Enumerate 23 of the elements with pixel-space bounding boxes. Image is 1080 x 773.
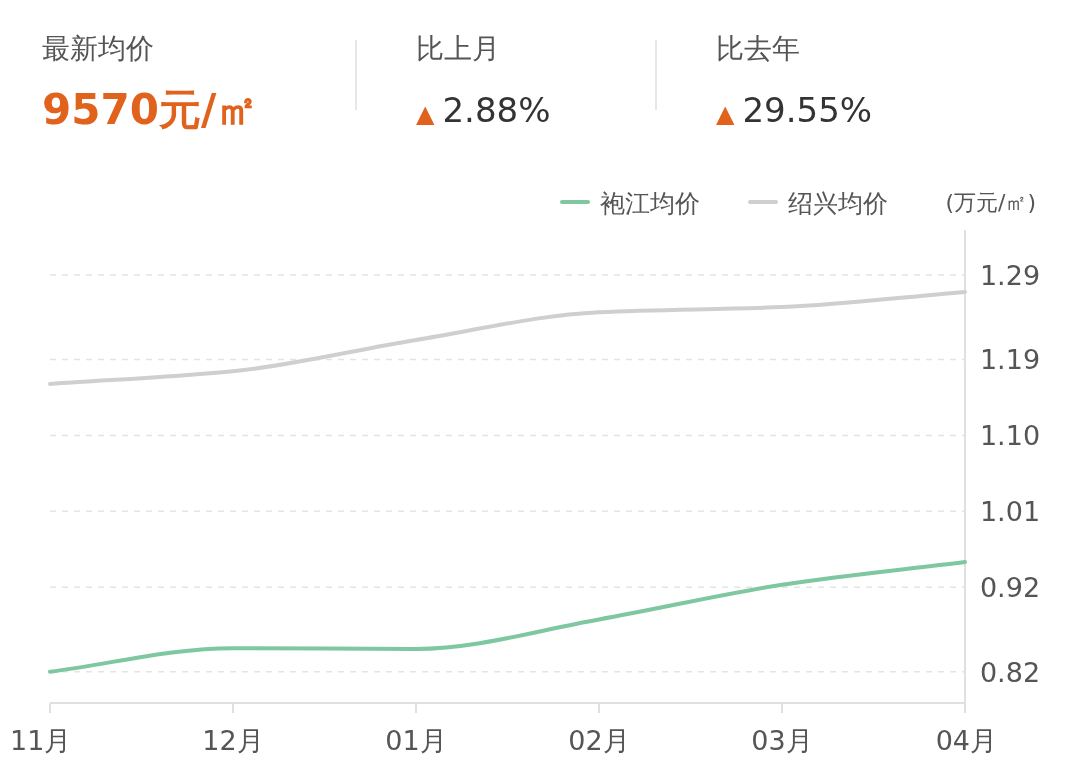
y-tick-label: 0.92 [979, 572, 1041, 604]
x-tick-label: 01月 [385, 725, 447, 756]
y-tick-label: 1.19 [979, 344, 1041, 376]
x-tick-label: 03月 [751, 725, 813, 756]
text: 9570元/㎡ [42, 85, 259, 134]
y-tick-label: 1.01 [979, 496, 1041, 528]
x-tick-label: 12月 [202, 725, 264, 756]
text: 比去年 [716, 32, 800, 65]
legend-label: 袍江均价 [600, 189, 700, 218]
text: ▲ 2.88% [416, 90, 551, 130]
line-series [48, 560, 967, 674]
x-tick-label: 04月 [935, 725, 997, 756]
legend-label: 绍兴均价 [788, 189, 888, 218]
line-series [48, 289, 967, 386]
x-tick-label: 02月 [568, 725, 630, 756]
y-tick-label: 1.10 [979, 420, 1041, 452]
text: 最新均价 [42, 32, 154, 65]
x-tick-label: 11月 [10, 725, 72, 756]
y-axis-title: (万元/㎡) [945, 190, 1036, 215]
y-tick-label: 1.29 [979, 260, 1041, 291]
text: 比上月 [416, 32, 500, 65]
text: ▲ 29.55% [716, 90, 873, 130]
y-tick-label: 0.82 [979, 656, 1041, 688]
